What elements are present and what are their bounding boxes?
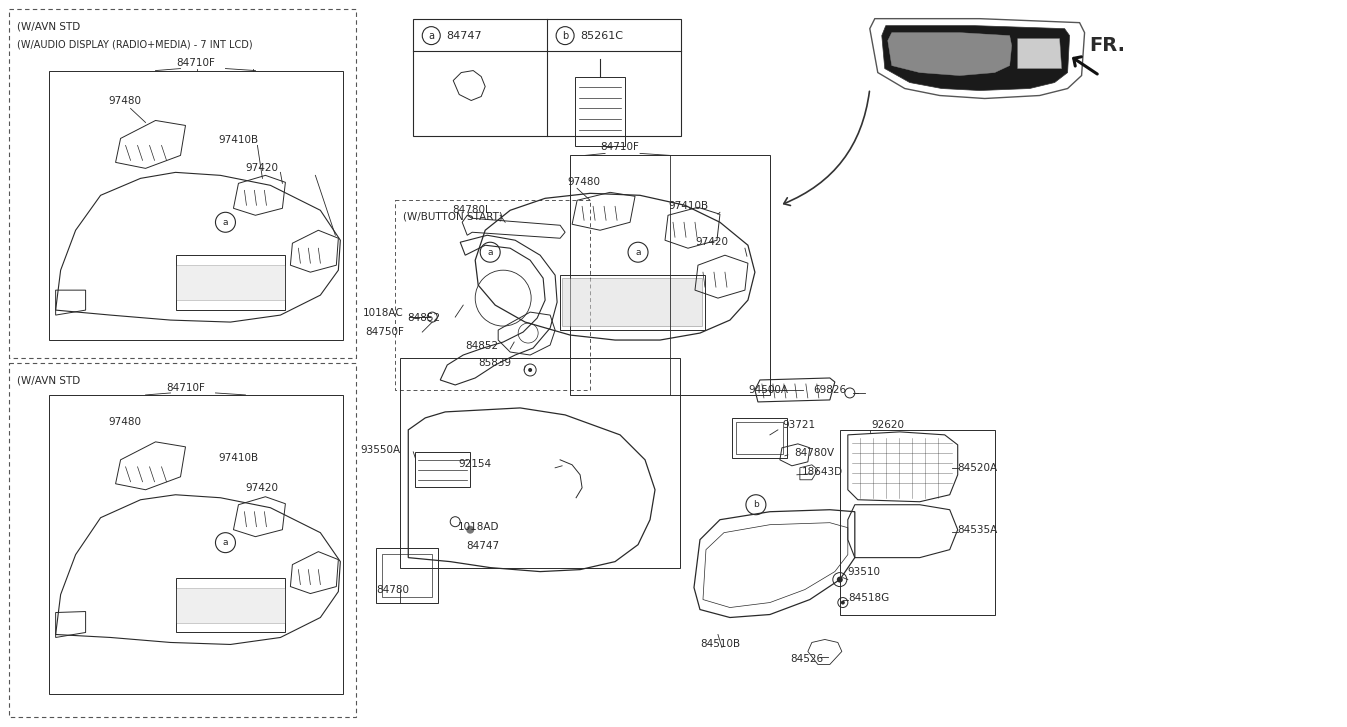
Bar <box>376 547 438 603</box>
Text: a: a <box>488 248 493 257</box>
Bar <box>560 275 704 330</box>
Text: b: b <box>562 31 568 41</box>
Text: 85839: 85839 <box>478 358 512 368</box>
Text: 84747: 84747 <box>466 541 500 550</box>
Text: 84710F: 84710F <box>601 142 640 153</box>
Text: 84780: 84780 <box>376 585 409 595</box>
Text: 84780L: 84780L <box>453 205 490 215</box>
Text: b: b <box>753 500 758 509</box>
Text: 97480: 97480 <box>109 417 141 427</box>
Text: 84852: 84852 <box>407 313 440 323</box>
Bar <box>175 265 286 300</box>
Text: (W/BUTTON START): (W/BUTTON START) <box>403 212 504 221</box>
Bar <box>175 577 286 632</box>
Text: 84535A: 84535A <box>958 525 998 534</box>
Bar <box>8 363 357 718</box>
Text: 97480: 97480 <box>109 95 141 105</box>
Text: 84526: 84526 <box>789 654 823 664</box>
Text: a: a <box>222 218 228 227</box>
Text: 84750F: 84750F <box>365 327 404 337</box>
Bar <box>575 76 625 146</box>
Text: 84518G: 84518G <box>847 593 889 603</box>
Bar <box>735 422 783 454</box>
Text: 93510: 93510 <box>847 566 881 577</box>
Bar <box>48 71 343 340</box>
Bar <box>400 358 680 568</box>
Text: 85261C: 85261C <box>581 31 624 41</box>
Text: (W/AVN STD: (W/AVN STD <box>16 376 79 386</box>
Bar <box>415 452 470 487</box>
Text: a: a <box>428 31 434 41</box>
Bar <box>839 430 994 614</box>
Text: 97420: 97420 <box>695 237 727 247</box>
Bar <box>731 418 787 458</box>
Text: 93550A: 93550A <box>361 445 400 455</box>
Text: 92154: 92154 <box>458 459 492 469</box>
Circle shape <box>466 526 474 534</box>
Circle shape <box>841 601 845 605</box>
Text: 97410B: 97410B <box>218 453 259 463</box>
Text: 92620: 92620 <box>872 420 905 430</box>
Text: 84710F: 84710F <box>166 383 205 393</box>
Text: 1018AC: 1018AC <box>362 308 403 318</box>
Text: 84780V: 84780V <box>793 448 834 458</box>
Text: 97480: 97480 <box>567 177 601 188</box>
Bar <box>8 9 357 358</box>
Text: 94500A: 94500A <box>748 385 788 395</box>
Text: a: a <box>636 248 641 257</box>
Text: 97420: 97420 <box>245 483 279 493</box>
Text: a: a <box>222 538 228 547</box>
Bar <box>414 19 682 137</box>
Text: 84852: 84852 <box>465 341 498 351</box>
Polygon shape <box>888 33 1012 76</box>
Bar <box>175 255 286 310</box>
Text: (W/AVN STD: (W/AVN STD <box>16 22 79 32</box>
Circle shape <box>836 577 843 582</box>
Text: 69826: 69826 <box>812 385 846 395</box>
Text: 84520A: 84520A <box>958 463 998 473</box>
Polygon shape <box>882 25 1070 91</box>
Text: 97410B: 97410B <box>668 201 709 212</box>
Circle shape <box>528 368 532 372</box>
Bar <box>562 278 702 326</box>
Text: 84747: 84747 <box>446 31 482 41</box>
Bar <box>175 587 286 622</box>
Bar <box>570 156 770 395</box>
Text: 97420: 97420 <box>245 164 279 173</box>
Text: 97410B: 97410B <box>218 135 259 145</box>
Text: 84710F: 84710F <box>176 57 216 68</box>
Bar <box>48 395 343 694</box>
Text: FR.: FR. <box>1090 36 1126 55</box>
Text: 93721: 93721 <box>781 420 815 430</box>
Text: (W/AUDIO DISPLAY (RADIO+MEDIA) - 7 INT LCD): (W/AUDIO DISPLAY (RADIO+MEDIA) - 7 INT L… <box>16 39 252 49</box>
Text: 1018AD: 1018AD <box>458 522 500 531</box>
Text: 84510B: 84510B <box>700 640 740 649</box>
Polygon shape <box>1017 39 1061 68</box>
Text: 18643D: 18643D <box>801 467 843 477</box>
Bar <box>395 201 590 390</box>
Bar <box>383 554 432 597</box>
